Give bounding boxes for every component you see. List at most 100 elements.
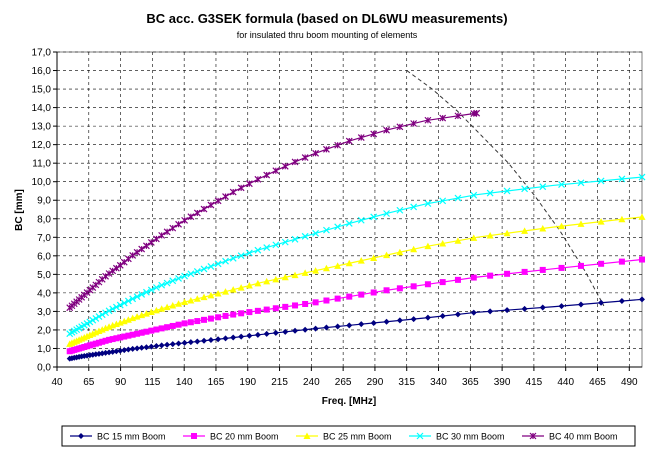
data-point [618, 258, 625, 265]
data-point [410, 283, 417, 290]
data-point [164, 324, 171, 331]
data-point [334, 141, 342, 149]
data-point [116, 301, 124, 309]
legend-label: BC 30 mm Boom [436, 432, 505, 442]
legend-marker [78, 433, 84, 439]
data-point [282, 303, 289, 310]
y-tick-label: 3,0 [37, 307, 51, 318]
data-point [143, 328, 150, 335]
data-point [194, 318, 201, 325]
data-point [577, 262, 584, 269]
data-point [152, 284, 160, 291]
plot-area [56, 51, 643, 368]
x-tick-label: 90 [115, 377, 127, 388]
y-tick-label: 2,0 [37, 325, 51, 336]
data-point [147, 286, 155, 294]
data-point [193, 295, 201, 302]
data-point [323, 145, 330, 153]
data-point [345, 220, 353, 227]
legend-item: BC 40 mm Boom [522, 432, 618, 442]
data-point [346, 322, 353, 329]
x-tick-label: 315 [398, 377, 415, 388]
data-point [358, 321, 365, 328]
data-point [246, 309, 253, 316]
data-point [238, 333, 245, 340]
data-point [383, 210, 390, 217]
data-point [112, 264, 120, 272]
data-point [169, 277, 177, 285]
data-point [439, 114, 447, 122]
data-point [254, 175, 262, 183]
data-point [181, 216, 189, 224]
data-point [357, 134, 365, 141]
data-point [147, 239, 155, 246]
data-point [124, 297, 132, 305]
data-point [639, 256, 645, 263]
data-point [120, 299, 128, 307]
data-point [95, 313, 103, 321]
y-tick-label: 8,0 [37, 214, 51, 225]
data-point [237, 252, 245, 260]
y-tick-label: 11,0 [32, 159, 51, 170]
data-point [424, 116, 432, 124]
data-point [539, 266, 546, 273]
x-tick-label: 140 [176, 377, 193, 388]
data-point [112, 303, 120, 311]
data-point [558, 222, 566, 230]
data-point [230, 311, 237, 318]
data-point [106, 349, 113, 356]
data-point [138, 245, 146, 253]
data-point [370, 319, 377, 326]
legend-item: BC 25 mm Boom [296, 432, 392, 442]
data-point [193, 209, 201, 217]
chart-title: BC acc. G3SEK formula (based on DL6WU me… [146, 11, 507, 26]
data-point [424, 200, 432, 207]
data-point [322, 264, 330, 272]
data-point [121, 333, 128, 340]
x-tick-label: 215 [271, 377, 288, 388]
data-point [175, 220, 182, 228]
data-point [323, 297, 330, 304]
legend-marker [529, 432, 537, 440]
data-point [473, 109, 481, 117]
data-point [158, 305, 166, 312]
x-axis-title: Freq. [MHz] [322, 396, 376, 407]
data-point [334, 223, 342, 231]
data-point [194, 338, 201, 345]
annotation-curve [406, 70, 605, 307]
x-tick-label: 40 [51, 377, 63, 388]
data-point [263, 244, 271, 251]
data-point [143, 344, 150, 351]
data-point [153, 342, 160, 349]
y-tick-label: 1,0 [37, 344, 51, 355]
data-point [638, 213, 646, 220]
data-point [521, 305, 528, 312]
y-tick-label: 5,0 [37, 270, 51, 281]
data-point [148, 327, 155, 334]
data-point [638, 173, 646, 181]
data-point [215, 314, 222, 321]
x-tick-label: 265 [335, 377, 352, 388]
series-2 [66, 256, 645, 355]
data-point [245, 180, 253, 188]
data-point [147, 308, 155, 315]
data-point [370, 130, 378, 138]
data-point [181, 298, 189, 306]
data-point [169, 224, 177, 232]
data-point [106, 336, 113, 343]
data-point [92, 340, 99, 347]
chart-subtitle: for insulated thru boom mounting of elem… [237, 30, 418, 40]
data-point [263, 306, 270, 313]
x-tick-label: 240 [303, 377, 320, 388]
data-point [272, 329, 279, 336]
y-axis-ticks: 0,0 1,0 2,0 3,0 4,0 5,0 6,0 7,0 8,0 9,0 10,0 11,0 12… [32, 48, 58, 374]
data-point [214, 260, 222, 268]
data-point [142, 288, 150, 296]
data-point [109, 305, 117, 313]
data-point [181, 320, 188, 327]
y-tick-label: 14,0 [32, 103, 52, 114]
data-point [410, 245, 418, 253]
data-point [487, 272, 494, 279]
data-point [117, 347, 124, 354]
